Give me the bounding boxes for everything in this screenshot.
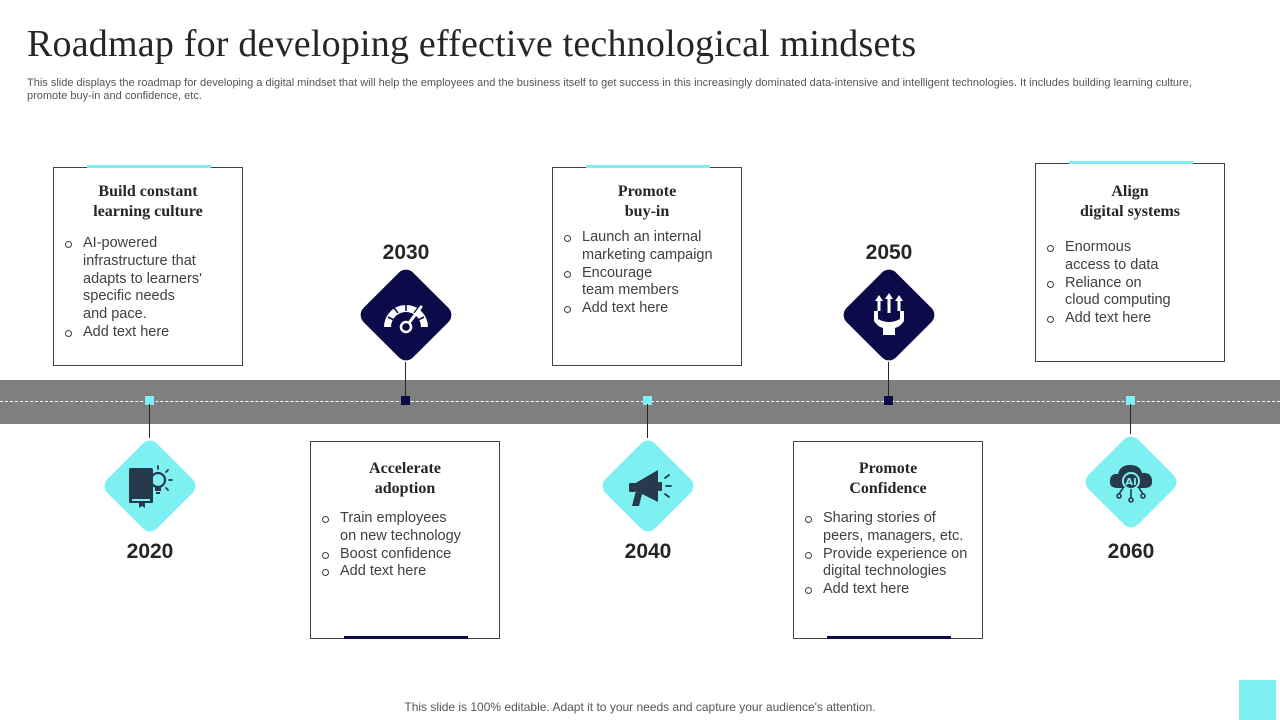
card-title-line: Build constant <box>98 183 198 200</box>
bullet-line: digital technologies <box>823 563 947 580</box>
card-accent-bar <box>827 636 951 639</box>
timeline-marker <box>401 396 410 405</box>
timeline-marker <box>884 396 893 405</box>
corner-decoration <box>1239 680 1276 720</box>
milestone-card: Align digital systems Enormous access to… <box>1035 161 1225 362</box>
bullet-line: Add text here <box>340 563 427 580</box>
bullet-line: on new technology <box>340 527 461 544</box>
bullet-line: Boost confidence <box>340 545 452 562</box>
book-lightbulb-icon <box>122 458 178 514</box>
card-bullet-list: Launch an internal marketing campaign En… <box>553 229 741 318</box>
bullet-line: Enormous <box>1065 239 1132 255</box>
card-accent-bar <box>87 165 211 168</box>
timeline-connector <box>149 404 150 438</box>
card-bullet-list: Enormous access to data Reliance on clou… <box>1036 239 1224 328</box>
slide-title: Roadmap for developing effective technol… <box>27 23 917 65</box>
card-accent-bar <box>1069 161 1193 164</box>
card-title: Align digital systems <box>1036 182 1224 222</box>
bullet-line: Encourage <box>582 264 653 281</box>
bullet-line: and pace. <box>83 306 147 323</box>
card-title: Accelerate adoption <box>311 459 499 499</box>
card-title-line: digital systems <box>1080 203 1180 220</box>
svg-text:AI: AI <box>1125 477 1136 488</box>
card-bullet: Reliance on cloud computing <box>1036 275 1224 311</box>
card-bullet: Add text here <box>54 324 242 342</box>
bullet-line: Provide experience on <box>823 545 968 562</box>
milestone-card: Promote Confidence Sharing stories of pe… <box>793 441 983 639</box>
card-bullet: Launch an internal marketing campaign <box>553 229 741 265</box>
milestone-year: 2050 <box>865 241 913 264</box>
bullet-line: infrastructure that <box>83 252 196 269</box>
card-bullet: Add text here <box>311 563 499 581</box>
card-bullet: Train employees on new technology <box>311 510 499 546</box>
card-bullet: Add text here <box>1036 310 1224 328</box>
timeline-road <box>0 380 1280 424</box>
card-title: Promote buy-in <box>553 182 741 222</box>
card-title-line: Promote <box>858 460 918 477</box>
bullet-line: Sharing stories of <box>823 510 936 526</box>
milestone-card: Accelerate adoption Train employees on n… <box>310 441 500 639</box>
bullet-line: cloud computing <box>1065 292 1171 309</box>
timeline-connector <box>405 362 406 398</box>
card-accent-bar <box>586 165 710 168</box>
hand-arrows-up-icon <box>861 287 917 343</box>
card-bullet: Add text here <box>794 581 982 599</box>
card-bullet: Sharing stories of peers, managers, etc. <box>794 510 982 546</box>
megaphone-icon <box>620 458 676 514</box>
timeline-dashed-line <box>0 401 1280 402</box>
milestone-card: Promote buy-in Launch an internal market… <box>552 165 742 366</box>
bullet-line: specific needs <box>83 288 175 305</box>
card-bullet-list: AI-powered infrastructure that adapts to… <box>54 235 242 342</box>
card-bullet: Encourage team members <box>553 265 741 301</box>
card-title: Promote Confidence <box>794 459 982 499</box>
card-title: Build constant learning culture <box>54 182 242 222</box>
speedometer-icon <box>378 287 434 343</box>
card-accent-bar <box>344 636 468 639</box>
bullet-line: access to data <box>1065 256 1159 273</box>
card-bullet: Enormous access to data <box>1036 239 1224 275</box>
bullet-line: Add text here <box>582 300 669 317</box>
card-bullet-list: Train employees on new technology Boost … <box>311 510 499 581</box>
card-title-line: learning culture <box>93 203 203 220</box>
card-title-line: Accelerate <box>369 460 441 477</box>
timeline-connector <box>888 362 889 398</box>
bullet-line: Add text here <box>83 323 170 340</box>
milestone-year: 2030 <box>382 241 430 264</box>
milestone-card: Build constant learning culture AI-power… <box>53 165 243 366</box>
bullet-line: marketing campaign <box>582 246 713 263</box>
timeline-marker <box>145 396 154 405</box>
card-title-line: Confidence <box>849 480 927 497</box>
card-bullet: AI-powered infrastructure that adapts to… <box>54 235 242 324</box>
bullet-line: Launch an internal <box>582 229 702 245</box>
bullet-line: Add text here <box>823 581 910 598</box>
milestone-year: 2040 <box>624 540 672 563</box>
bullet-line: AI-powered <box>83 235 158 251</box>
card-bullet: Add text here <box>553 300 741 318</box>
timeline-marker <box>1126 396 1135 405</box>
bullet-line: adapts to learners' <box>83 270 202 287</box>
milestone-year: 2020 <box>126 540 174 563</box>
bullet-line: Reliance on <box>1065 274 1142 291</box>
card-title-line: Align <box>1111 183 1149 200</box>
bullet-line: peers, managers, etc. <box>823 527 964 544</box>
card-title-line: adoption <box>374 480 436 497</box>
bullet-line: Add text here <box>1065 310 1152 327</box>
timeline-connector <box>1130 404 1131 434</box>
timeline-connector <box>647 404 648 438</box>
ai-cloud-icon: AI <box>1103 454 1159 510</box>
card-title-line: buy-in <box>624 203 670 220</box>
card-title-line: Promote <box>617 183 677 200</box>
card-bullet-list: Sharing stories of peers, managers, etc.… <box>794 510 982 599</box>
slide-footer: This slide is 100% editable. Adapt it to… <box>404 700 876 714</box>
bullet-line: Train employees <box>340 510 447 526</box>
card-bullet: Boost confidence <box>311 546 499 564</box>
slide-subtitle: This slide displays the roadmap for deve… <box>27 77 1192 102</box>
timeline-marker <box>643 396 652 405</box>
card-bullet: Provide experience on digital technologi… <box>794 546 982 582</box>
bullet-line: team members <box>582 282 679 299</box>
milestone-year: 2060 <box>1107 540 1155 563</box>
